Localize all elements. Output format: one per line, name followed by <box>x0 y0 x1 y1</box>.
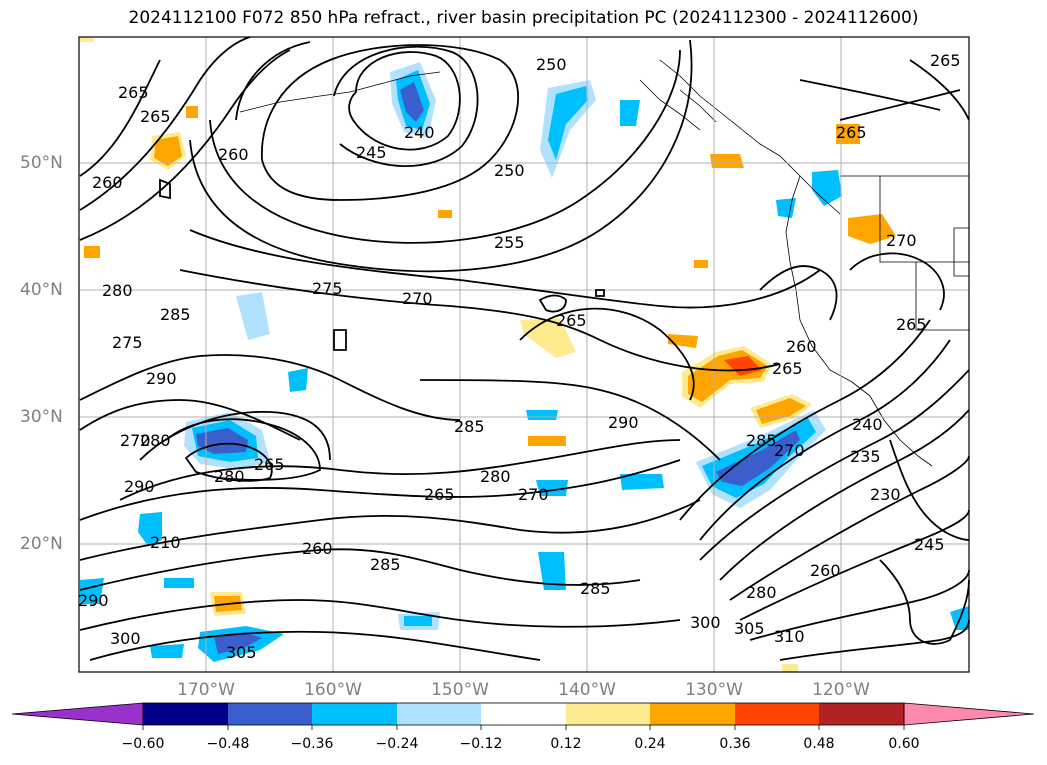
colorbar-segment <box>566 703 650 725</box>
colorbar-tick-label: −0.12 <box>459 736 503 752</box>
colorbar-extend-high <box>903 702 1035 726</box>
contour-label: 265 <box>424 485 455 504</box>
contour-label: 235 <box>850 447 881 466</box>
colorbar-tick-label: 0.12 <box>550 736 582 752</box>
contour-label: 260 <box>302 539 333 558</box>
contour-label: 280 <box>480 467 511 486</box>
lon-label-120w: 120°W <box>812 680 870 700</box>
colorbar-tick-label: 0.48 <box>803 736 835 752</box>
lon-label-140w: 140°W <box>558 680 616 700</box>
colorbar-tick-label: 0.60 <box>888 736 920 752</box>
contour-label: 250 <box>494 161 525 180</box>
colorbar-segment <box>819 703 904 725</box>
colorbar-tick-label: 0.24 <box>634 736 666 752</box>
contour-label: 245 <box>356 143 387 162</box>
colorbar-segment <box>143 703 228 725</box>
contour-label: 265 <box>140 107 171 126</box>
map-frame <box>78 36 970 673</box>
contour-label: 285 <box>580 579 611 598</box>
lon-label-160w: 160°W <box>304 680 362 700</box>
lon-label-130w: 130°W <box>685 680 743 700</box>
contour-label: 280 <box>214 467 245 486</box>
contour-label: 260 <box>786 337 817 356</box>
contour-label: 280 <box>102 281 133 300</box>
colorbar-tick-label: 0.36 <box>719 736 751 752</box>
contour-label: 305 <box>226 643 257 662</box>
contour-label: 280 <box>746 583 777 602</box>
contour-label: 290 <box>124 477 155 496</box>
contour-label: 285 <box>746 431 777 450</box>
lat-label-40n: 40°N <box>20 280 63 300</box>
contour-label: 305 <box>734 619 765 638</box>
contour-label: 270 <box>886 231 917 250</box>
contour-label: 270 <box>518 485 549 504</box>
lon-label-170w: 170°W <box>177 680 235 700</box>
lat-label-20n: 20°N <box>20 534 63 554</box>
lat-label-50n: 50°N <box>20 153 63 173</box>
colorbar <box>11 702 1035 730</box>
colorbar-segment <box>397 703 481 725</box>
contour-label: 290 <box>78 591 109 610</box>
contour-label: 290 <box>608 413 639 432</box>
map-title: 2024112100 F072 850 hPa refract., river … <box>128 8 919 28</box>
contour-label: 300 <box>110 629 141 648</box>
contour-label: 265 <box>836 123 867 142</box>
colorbar-segment <box>312 703 397 725</box>
contour-label: 280 <box>140 431 171 450</box>
contour-label: 285 <box>160 305 191 324</box>
contour-label: 310 <box>774 627 805 646</box>
colorbar-segment <box>481 703 566 725</box>
colorbar-tick-label: −0.48 <box>206 736 250 752</box>
precip-shading <box>80 37 969 672</box>
colorbar-tick-label: −0.36 <box>290 736 334 752</box>
contour-label: 265 <box>772 359 803 378</box>
colorbar-segment <box>650 703 735 725</box>
lon-label-150w: 150°W <box>431 680 489 700</box>
contour-label: 265 <box>930 51 961 70</box>
contour-label: 270 <box>774 441 805 460</box>
contour-label: 230 <box>870 485 901 504</box>
colorbar-segment <box>228 703 312 725</box>
contour-label: 255 <box>494 233 525 252</box>
contour-label: 265 <box>556 311 587 330</box>
colorbar-tick-label: −0.60 <box>121 736 165 752</box>
refractivity-contours <box>79 36 970 661</box>
contour-label: 285 <box>370 555 401 574</box>
lat-label-30n: 30°N <box>20 407 63 427</box>
contour-labels: 265 265 260 260 250 245 240 250 255 265 … <box>78 51 961 662</box>
colorbar-tick-label: −0.24 <box>375 736 419 752</box>
contour-label: 265 <box>896 315 927 334</box>
contour-label: 285 <box>454 417 485 436</box>
contour-label: 260 <box>218 145 249 164</box>
contour-label: 270 <box>120 431 151 450</box>
contour-label: 260 <box>810 561 841 580</box>
contour-label: 270 <box>402 289 433 308</box>
contour-label: 250 <box>536 55 567 74</box>
contour-label: 260 <box>92 173 123 192</box>
contour-label: 265 <box>118 83 149 102</box>
contour-label: 240 <box>404 123 435 142</box>
colorbar-segment <box>735 703 819 725</box>
contour-label: 245 <box>914 535 945 554</box>
contour-label: 290 <box>146 369 177 388</box>
contour-label: 275 <box>312 279 343 298</box>
contour-label: 240 <box>852 415 883 434</box>
contour-label: 210 <box>150 533 181 552</box>
contour-label: 265 <box>254 455 285 474</box>
contour-label: 300 <box>690 613 721 632</box>
colorbar-extend-low <box>11 702 144 726</box>
contour-label: 275 <box>112 333 143 352</box>
